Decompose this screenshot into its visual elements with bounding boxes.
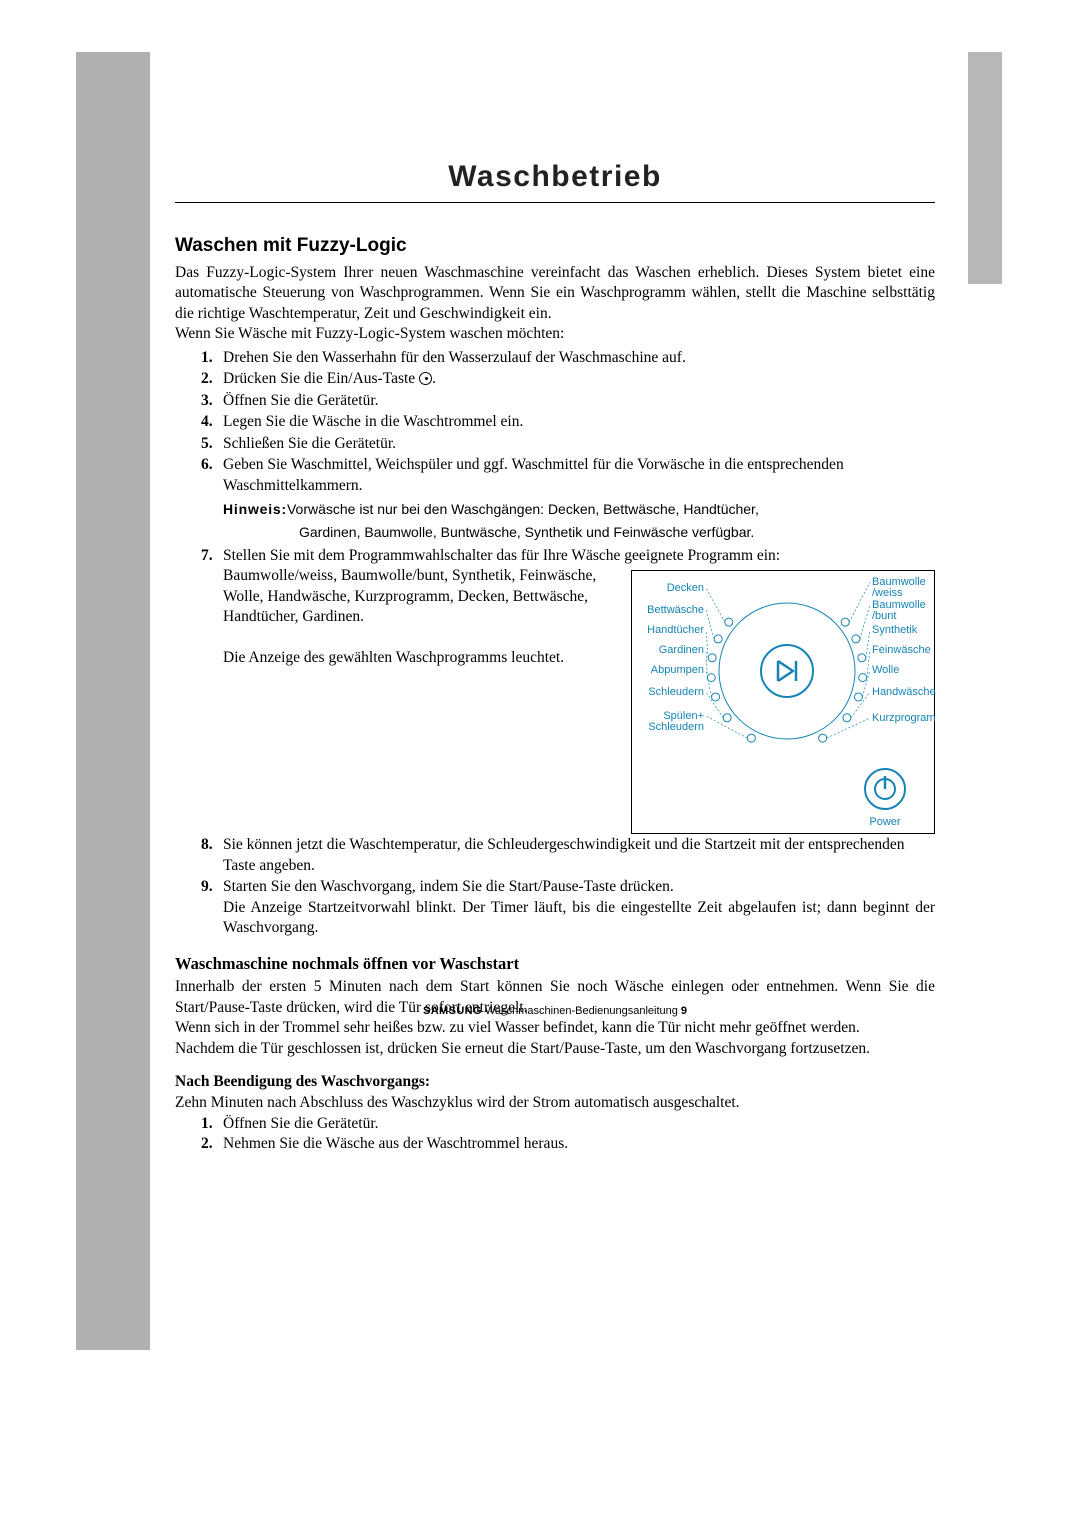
hint-note: Hinweis:Vorwäsche ist nur bei den Waschg… xyxy=(223,500,935,519)
footer-brand: SAMSUNG xyxy=(423,1005,482,1017)
step-3-text: Öffnen Sie die Gerätetür. xyxy=(223,392,379,409)
fuzzy-logic-steps-cont: 7. Stellen Sie mit dem Programmwahlschal… xyxy=(201,546,935,939)
after-intro: Zehn Minuten nach Abschluss des Waschzyk… xyxy=(175,1093,935,1113)
footer-text: Waschmaschinen-Bedienungsanleitung xyxy=(482,1005,681,1017)
step-6: 6.Geben Sie Waschmittel, Weichspüler und… xyxy=(201,455,935,496)
svg-text:Abpumpen: Abpumpen xyxy=(651,664,704,676)
hint-line2: Gardinen, Baumwolle, Buntwäsche, Synthet… xyxy=(299,523,935,542)
power-label: Power xyxy=(869,816,901,828)
step-2-text-b: . xyxy=(432,370,436,387)
chapter-title: Waschbetrieb xyxy=(175,160,935,200)
svg-text:Schleudern: Schleudern xyxy=(648,686,704,698)
page-content: Waschbetrieb Waschen mit Fuzzy-Logic Das… xyxy=(175,52,935,1155)
power-icon xyxy=(419,372,432,385)
subsection-title: Waschmaschine nochmals öffnen vor Waschs… xyxy=(175,954,935,974)
step-7-text: Stellen Sie mit dem Programmwahlschalter… xyxy=(223,547,780,564)
sub-p2: Wenn sich in der Trommel sehr heißes bzw… xyxy=(175,1018,935,1038)
svg-text:Spülen+Schleudern: Spülen+Schleudern xyxy=(648,710,704,733)
svg-text:Handtücher: Handtücher xyxy=(647,624,704,636)
step-9-text-b: Die Anzeige Startzeitvorwahl blinkt. Der… xyxy=(223,898,935,939)
step-6-text: Geben Sie Waschmittel, Weichspüler und g… xyxy=(223,456,844,493)
svg-text:Handwäsche: Handwäsche xyxy=(872,686,936,698)
step-7-column: Baumwolle/weiss, Baumwolle/bunt, Synthet… xyxy=(223,566,613,668)
step-5-text: Schließen Sie die Gerätetür. xyxy=(223,435,396,452)
after-title: Nach Beendigung des Waschvorgangs: xyxy=(175,1073,935,1091)
step-4: 4.Legen Sie die Wäsche in die Waschtromm… xyxy=(201,412,935,432)
fuzzy-logic-steps: 1.Drehen Sie den Wasserhahn für den Wass… xyxy=(201,348,935,496)
step-7-programs: Baumwolle/weiss, Baumwolle/bunt, Synthet… xyxy=(223,567,596,625)
footer-page-number: 9 xyxy=(681,1005,687,1017)
step-2: 2. Drücken Sie die Ein/Aus-Taste . xyxy=(201,369,935,389)
step-9: 9. Starten Sie den Waschvorgang, indem S… xyxy=(201,877,935,938)
step-1: 1.Drehen Sie den Wasserhahn für den Wass… xyxy=(201,348,935,368)
intro-paragraph-2: Wenn Sie Wäsche mit Fuzzy-Logic-System w… xyxy=(175,324,935,344)
right-tab-decoration xyxy=(968,52,1002,284)
step-1-text: Drehen Sie den Wasserhahn für den Wasser… xyxy=(223,349,686,366)
after-step-2: 2.Nehmen Sie die Wäsche aus der Waschtro… xyxy=(201,1134,935,1154)
step-7-note: Die Anzeige des gewählten Waschprogramms… xyxy=(223,649,564,666)
after-steps: 1.Öffnen Sie die Gerätetür. 2.Nehmen Sie… xyxy=(201,1114,935,1155)
step-3: 3.Öffnen Sie die Gerätetür. xyxy=(201,391,935,411)
svg-text:Feinwäsche: Feinwäsche xyxy=(872,644,931,656)
svg-text:Synthetik: Synthetik xyxy=(872,624,918,636)
hint-line1: Vorwäsche ist nur bei den Waschgängen: D… xyxy=(287,501,759,517)
hint-label: Hinweis: xyxy=(223,501,287,517)
intro-paragraph-1: Das Fuzzy-Logic-System Ihrer neuen Wasch… xyxy=(175,263,935,324)
step-5: 5.Schließen Sie die Gerätetür. xyxy=(201,434,935,454)
chapter-rule xyxy=(175,202,935,203)
sub-p3: Nachdem die Tür geschlossen ist, drücken… xyxy=(175,1039,935,1059)
after-step-1-text: Öffnen Sie die Gerätetür. xyxy=(223,1115,379,1132)
program-dial-diagram: Decken Bettwäsche Handtücher Gardinen Abpump… xyxy=(631,570,935,834)
left-sidebar-decoration xyxy=(76,52,150,1350)
step-7: 7. Stellen Sie mit dem Programmwahlschal… xyxy=(201,546,935,834)
after-step-2-text: Nehmen Sie die Wäsche aus der Waschtromm… xyxy=(223,1135,568,1152)
step-9-text-a: Starten Sie den Waschvorgang, indem Sie … xyxy=(223,878,674,895)
step-8: 8.Sie können jetzt die Waschtemperatur, … xyxy=(201,835,935,876)
page-footer: SAMSUNG Waschmaschinen-Bedienungsanleitu… xyxy=(175,1005,935,1017)
svg-text:Decken: Decken xyxy=(667,582,704,594)
step-4-text: Legen Sie die Wäsche in die Waschtrommel… xyxy=(223,413,523,430)
after-step-1: 1.Öffnen Sie die Gerätetür. xyxy=(201,1114,935,1134)
svg-text:Baumwolle/bunt: Baumwolle/bunt xyxy=(872,599,926,622)
step-2-text-a: Drücken Sie die Ein/Aus-Taste xyxy=(223,370,419,387)
svg-text:Baumwolle/weiss: Baumwolle/weiss xyxy=(872,576,926,599)
svg-text:Kurzprogramm: Kurzprogramm xyxy=(872,712,936,724)
svg-text:Wolle: Wolle xyxy=(872,664,899,676)
section-title: Waschen mit Fuzzy-Logic xyxy=(175,235,935,257)
svg-text:Gardinen: Gardinen xyxy=(659,644,704,656)
step-8-text: Sie können jetzt die Waschtemperatur, di… xyxy=(223,836,905,873)
svg-text:Bettwäsche: Bettwäsche xyxy=(647,604,704,616)
